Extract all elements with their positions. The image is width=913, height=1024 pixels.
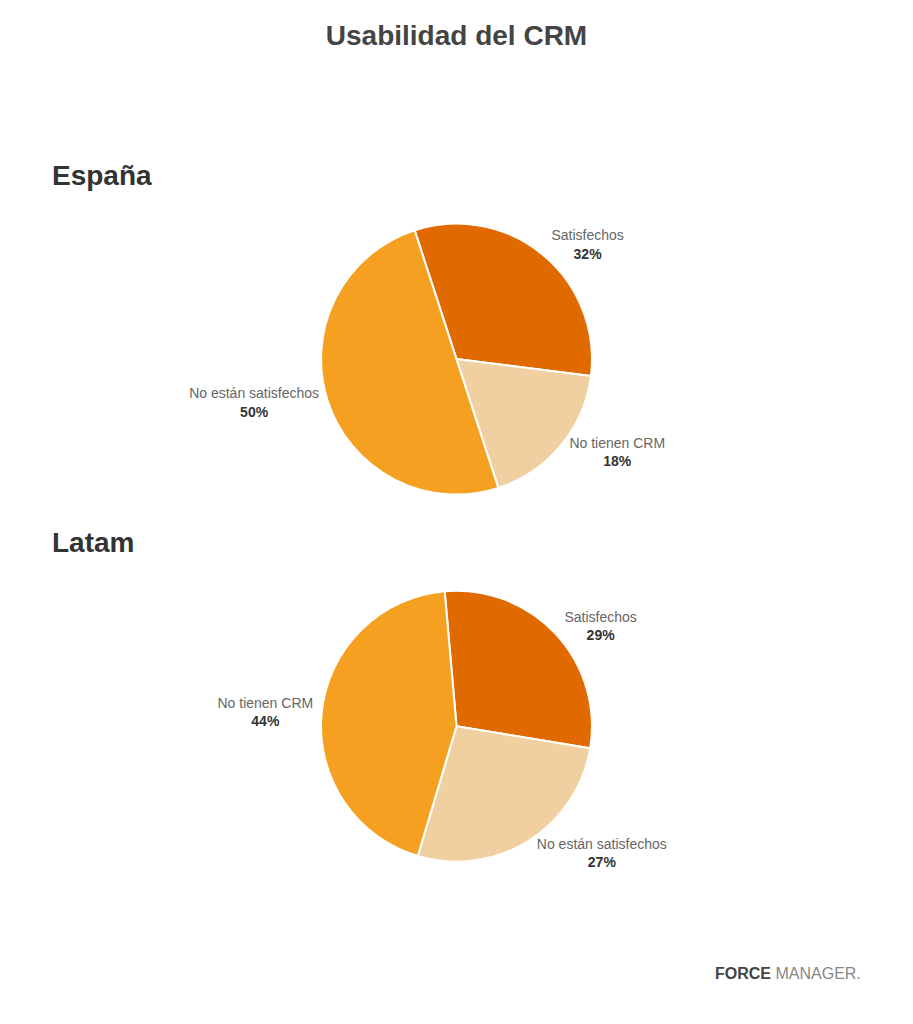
svg-text:No están satisfechos50%: No están satisfechos50%: [189, 385, 319, 419]
svg-text:No tienen CRM18%: No tienen CRM18%: [569, 435, 665, 469]
svg-text:No tienen CRM44%: No tienen CRM44%: [217, 695, 313, 729]
svg-text:Satisfechos32%: Satisfechos32%: [551, 227, 623, 261]
svg-text:España: España: [52, 160, 152, 191]
svg-text:No están satisfechos27%: No están satisfechos27%: [537, 836, 667, 870]
svg-text:Usabilidad del CRM: Usabilidad del CRM: [326, 20, 587, 51]
svg-text:FORCE MANAGER.: FORCE MANAGER.: [715, 965, 861, 982]
svg-text:Satisfechos29%: Satisfechos29%: [564, 609, 636, 643]
svg-text:Latam: Latam: [52, 527, 134, 558]
